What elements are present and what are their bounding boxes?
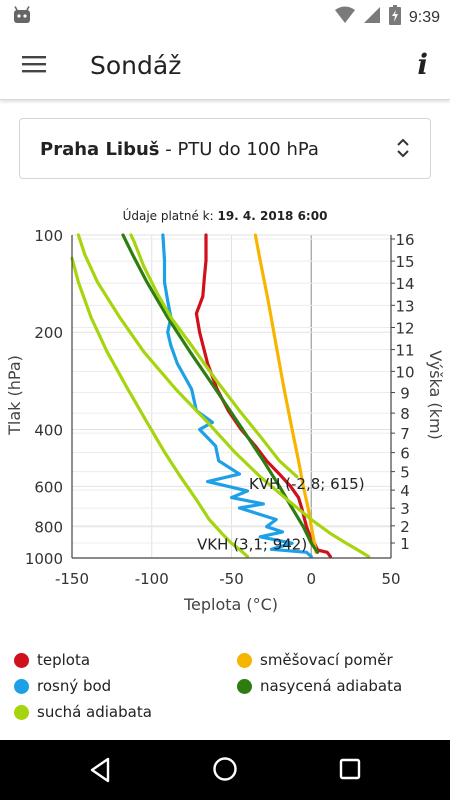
legend-dot [237, 678, 252, 694]
signal-icon [363, 6, 381, 29]
annotation-label: KVH (-2,8; 615) [249, 475, 365, 493]
status-bar: 9:39 [0, 0, 450, 32]
y-tick-label: 1000 [25, 550, 63, 568]
y-tick-label: 600 [34, 478, 63, 496]
legend-label: směšovací poměr [260, 651, 393, 669]
android-icon [12, 6, 32, 29]
legend-item-teplota: teplota [14, 651, 90, 669]
y2-tick-label: 15 [395, 253, 414, 271]
x-tick-label: -50 [219, 570, 244, 588]
selector-separator: - [159, 139, 178, 160]
status-time: 9:39 [408, 8, 440, 26]
y2-axis-label: Výška (km) [426, 350, 445, 440]
sounding-chart: Údaje platné k: 19. 4. 2018 6:00 -150 -10… [5, 208, 445, 614]
x-tick-label: -150 [55, 570, 89, 588]
series-suchá-adiabata [70, 256, 250, 559]
x-tick-label: -100 [135, 570, 169, 588]
y2-tick-label: 10 [395, 363, 414, 381]
y-tick-label: 400 [34, 421, 63, 439]
legend-dot [14, 678, 29, 694]
selector-text: Praha Libuš - PTU do 100 hPa [40, 139, 319, 160]
y2-tick-label: 6 [400, 445, 410, 463]
annotation-label: VKH (3,1; 942) [197, 536, 307, 554]
y2-tick-label: 2 [400, 518, 410, 536]
chart-legend: teplota směšovací poměr rosný bod nasyce… [0, 648, 450, 728]
legend-label: suchá adiabata [37, 703, 152, 721]
y2-tick-label: 11 [395, 342, 414, 360]
y2-tick-label: 4 [400, 482, 410, 500]
selector-station: Praha Libuš [40, 139, 160, 160]
chart-axes: -150 -100 -50 0 5010020040060080010001234567… [25, 227, 415, 588]
legend-label: nasycená adiabata [260, 677, 403, 695]
y-tick-label: 100 [34, 227, 63, 245]
x-tick-label: 50 [381, 570, 400, 588]
legend-label: teplota [37, 651, 91, 669]
y2-tick-label: 7 [400, 425, 410, 443]
series-nasycená-adiabata [121, 233, 320, 554]
y-tick-label: 800 [34, 519, 63, 537]
y2-tick-label: 9 [400, 385, 410, 403]
series-rosný-bod [161, 233, 313, 559]
legend-dot [14, 652, 29, 668]
legend-item-rosny-bod: rosný bod [14, 677, 111, 695]
y2-tick-label: 3 [400, 500, 410, 518]
chart-subtitle-value: 19. 4. 2018 6:00 [217, 209, 327, 223]
y2-tick-label: 8 [400, 405, 410, 423]
back-triangle-icon[interactable] [88, 757, 112, 788]
navigation-bar [0, 740, 450, 800]
legend-label: rosný bod [37, 677, 112, 695]
x-tick-label: 0 [306, 570, 316, 588]
x-axis-label: Teplota (°C) [183, 595, 278, 614]
y2-tick-label: 13 [395, 297, 414, 315]
series-směšovací-poměr [253, 233, 318, 554]
app-bar: Sondáž i [0, 32, 450, 100]
recents-square-icon[interactable] [338, 757, 362, 786]
wifi-icon [334, 6, 355, 29]
chart-subtitle-prefix: Údaje platné k: [123, 208, 218, 223]
unfold-icon [396, 137, 410, 164]
y2-tick-label: 16 [395, 231, 414, 249]
legend-dot [237, 652, 252, 668]
legend-item-smesovaci-pomer: směšovací poměr [237, 651, 393, 669]
y-tick-label: 200 [34, 324, 63, 342]
legend-item-nasycena-adiabata: nasycená adiabata [237, 677, 402, 695]
legend-dot [14, 704, 29, 720]
hamburger-menu-icon[interactable] [22, 54, 48, 76]
home-circle-icon[interactable] [212, 756, 238, 787]
battery-charging-icon [388, 5, 401, 30]
selector-product: PTU do 100 hPa [177, 139, 319, 160]
chart-series [70, 233, 371, 559]
series-suchá-adiabata [129, 233, 299, 479]
info-icon[interactable]: i [417, 48, 428, 81]
chart-grid [71, 234, 392, 559]
legend-item-sucha-adiabata: suchá adiabata [14, 703, 152, 721]
y2-tick-label: 5 [400, 464, 410, 482]
y2-tick-label: 14 [395, 275, 414, 293]
y2-tick-label: 1 [400, 535, 410, 553]
page-title: Sondáž [90, 51, 182, 80]
y-axis-label: Tlak (hPa) [5, 355, 24, 436]
series-suchá-adiabata [76, 233, 371, 559]
y2-tick-label: 12 [395, 319, 414, 337]
station-selector[interactable]: Praha Libuš - PTU do 100 hPa [19, 118, 431, 179]
chart-subtitle: Údaje platné k: 19. 4. 2018 6:00 [123, 208, 328, 223]
